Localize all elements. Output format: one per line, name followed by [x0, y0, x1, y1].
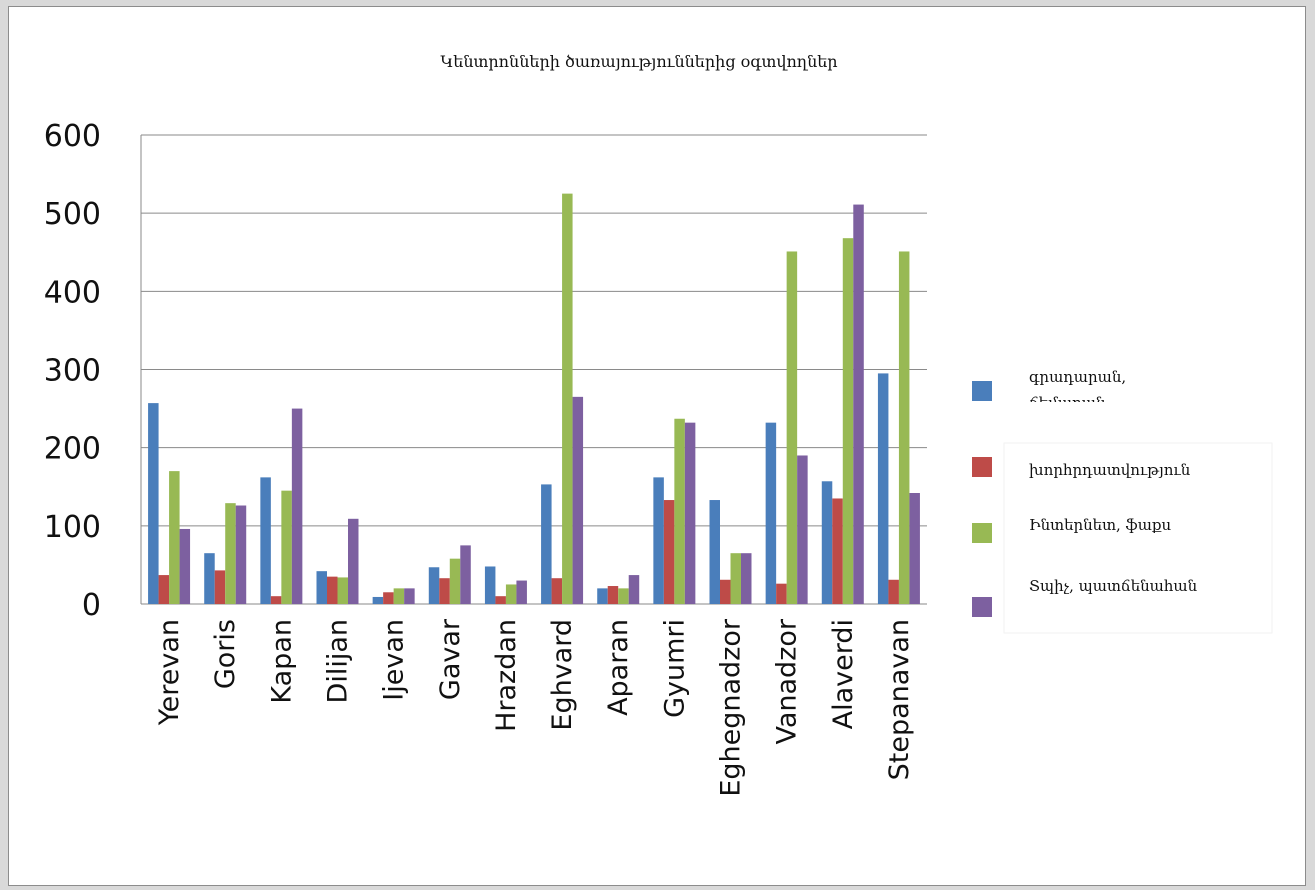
bar	[797, 455, 808, 604]
legend-box	[1003, 442, 1273, 634]
legend-label: խորհրդատվություն	[1029, 461, 1191, 479]
bar	[572, 396, 584, 604]
chart-title: Կենտրոնների ծառայություններից օգտվողներ	[440, 52, 837, 71]
x-tick-label: Aparan	[603, 619, 634, 716]
bar	[460, 545, 471, 604]
x-tick-label: Yerevan	[154, 619, 185, 726]
bar	[214, 570, 226, 604]
bar	[607, 586, 619, 604]
legend-label: Ինտերնետ, ֆաքս	[1029, 516, 1171, 534]
bar	[225, 503, 236, 604]
legend-swatch	[972, 523, 992, 543]
legend-label: Տպիչ, պատճենահան	[1029, 577, 1198, 595]
bar	[291, 408, 303, 604]
legend-label-continued: ճեմարան	[1029, 394, 1106, 412]
bar	[628, 575, 640, 604]
legend-label: գրադարան,	[1029, 368, 1126, 386]
y-tick-label: 200	[44, 432, 101, 467]
y-tick-label: 300	[44, 354, 101, 389]
bar	[179, 528, 191, 604]
bar	[327, 576, 338, 604]
x-tick-label: Dilijan	[323, 619, 354, 703]
bar	[562, 193, 573, 604]
legend-swatch	[972, 457, 992, 477]
bar	[316, 571, 327, 604]
y-tick-label: 600	[44, 119, 101, 154]
x-tick-label: Gavar	[435, 618, 466, 700]
bar	[495, 596, 506, 604]
bar	[551, 578, 563, 604]
bar	[776, 583, 787, 604]
bar	[516, 580, 527, 604]
bar	[541, 484, 552, 604]
x-tick-label: Ijevan	[379, 619, 410, 701]
bar	[765, 422, 777, 604]
bar	[169, 471, 180, 604]
bar	[730, 553, 741, 604]
chart-frame: Կենտրոնների ծառայություններից օգտվողներ …	[8, 6, 1306, 886]
legend-swatch	[972, 597, 992, 617]
bar	[888, 579, 899, 604]
bar	[428, 567, 440, 604]
gridlines	[141, 134, 927, 605]
bar	[337, 577, 348, 604]
y-tick-label: 500	[44, 197, 101, 232]
bar	[877, 373, 889, 604]
x-tick-label: Hrazdan	[491, 619, 522, 732]
bar	[709, 500, 720, 604]
bar	[260, 477, 271, 604]
bar	[832, 498, 843, 604]
y-tick-label: 400	[44, 275, 101, 310]
bar	[741, 553, 752, 604]
bar	[393, 588, 405, 604]
bar	[383, 592, 394, 604]
bar	[348, 518, 359, 604]
x-tick-label: Stepanavan	[884, 619, 915, 780]
bar	[684, 422, 696, 604]
bar	[404, 588, 415, 604]
y-tick-label: 100	[44, 510, 101, 545]
bar	[663, 500, 675, 604]
bar	[597, 588, 608, 604]
bar	[720, 579, 731, 604]
bar	[653, 477, 664, 604]
x-tick-label: Eghvard	[547, 619, 578, 731]
bar	[674, 418, 685, 604]
bar	[449, 558, 461, 604]
bar	[484, 566, 496, 604]
bar	[898, 251, 910, 605]
bar	[439, 578, 450, 604]
bar	[821, 481, 833, 604]
bar	[618, 588, 629, 604]
bar	[158, 575, 170, 604]
x-tick-label: Vanadzor	[772, 618, 803, 744]
bar	[148, 403, 159, 604]
x-tick-label: Eghegnadzor	[716, 618, 747, 797]
bar	[372, 596, 384, 604]
bar	[786, 251, 798, 605]
legend: գրադարան, ճեմարան խորհրդատվություն Ինտերնետ…	[972, 368, 1273, 634]
x-tick-labels: Yerevan Goris Kapan Dilijan Ijevan Gavar Hrazd…	[154, 618, 915, 797]
bar-chart: Կենտրոնների ծառայություններից օգտվողներ …	[44, 35, 1273, 797]
bar	[235, 505, 247, 604]
legend-swatch	[972, 381, 992, 401]
x-tick-label: Gyumri	[659, 619, 690, 718]
title-box	[339, 35, 939, 107]
bars	[148, 193, 920, 605]
x-tick-label: Alaverdi	[828, 619, 859, 729]
x-tick-label: Goris	[210, 619, 241, 689]
bar	[281, 490, 292, 604]
y-tick-labels: 0 100 200 300 400 500 600	[44, 119, 101, 623]
bar	[909, 493, 920, 604]
bar	[204, 553, 215, 604]
bar	[853, 204, 864, 604]
y-tick-label: 0	[82, 588, 101, 623]
x-tick-label: Kapan	[266, 619, 297, 704]
bar	[505, 584, 517, 604]
bar	[270, 596, 282, 604]
bar	[842, 238, 854, 604]
